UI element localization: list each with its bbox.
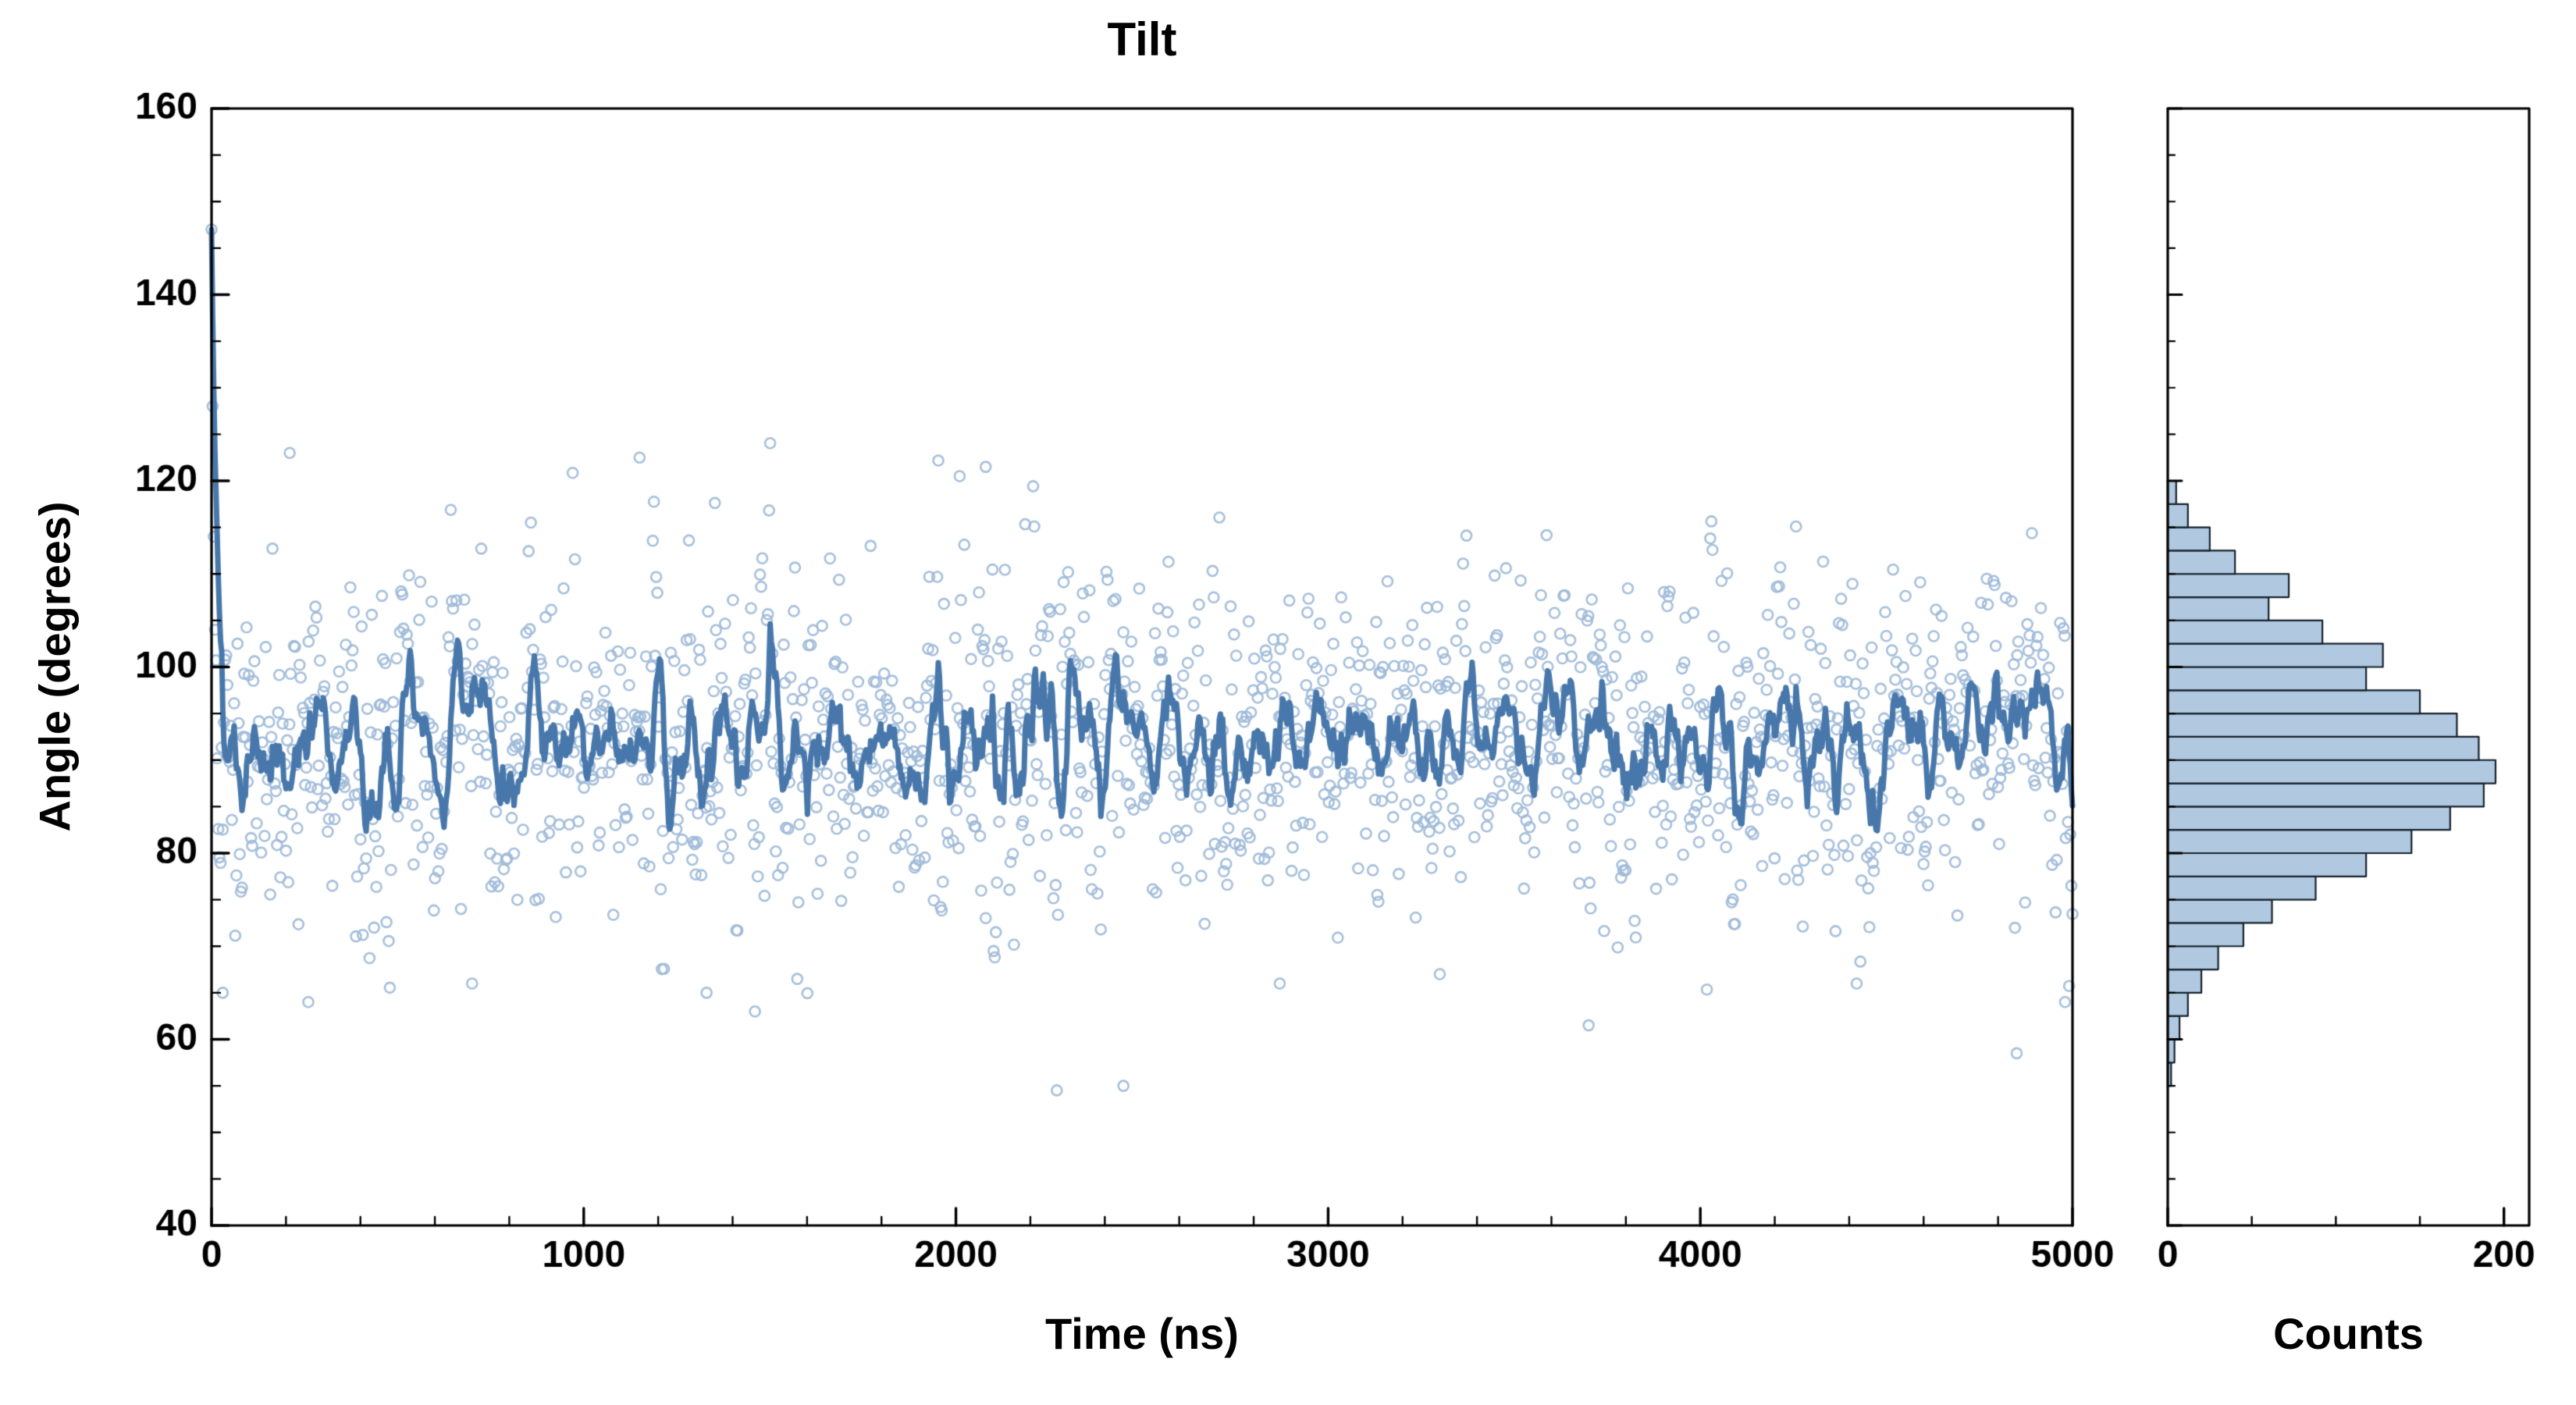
y-axis-label: Angle (degrees) bbox=[30, 501, 80, 832]
chart-title: Tilt bbox=[1107, 13, 1177, 66]
hist-x-axis-label: Counts bbox=[2273, 1309, 2424, 1358]
x-axis-label: Time (ns) bbox=[1045, 1309, 1239, 1358]
